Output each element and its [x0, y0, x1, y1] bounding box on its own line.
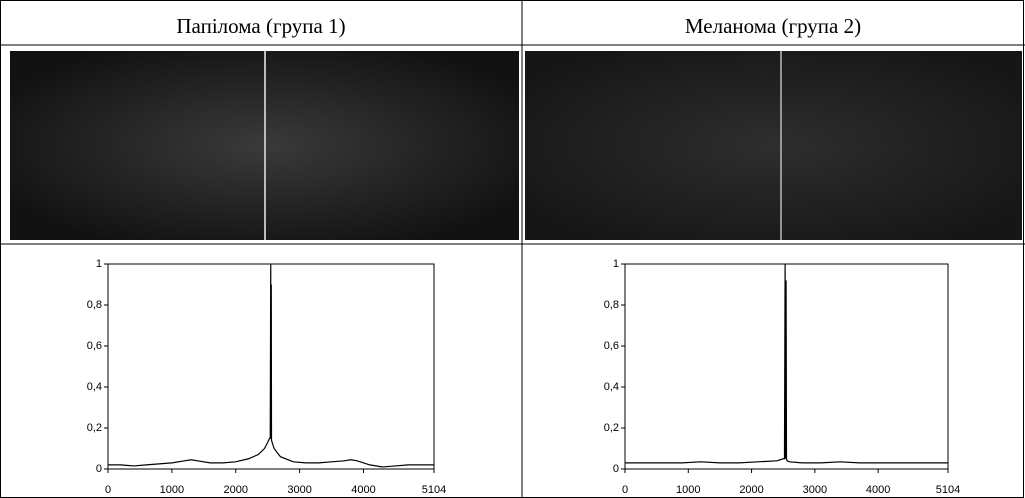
x-tick-label: 3000 [287, 484, 311, 496]
data-line [625, 263, 948, 464]
y-tick-label: 0,4 [604, 381, 619, 393]
y-tick-label: 0,2 [604, 422, 619, 434]
x-tick-label: 2000 [224, 484, 248, 496]
y-tick-label: 1 [613, 258, 619, 270]
x-tick-label: 1000 [160, 484, 184, 496]
data-line [108, 263, 434, 468]
x-tick-label: 5104 [936, 484, 960, 496]
column-title: Меланома (група 2) [685, 14, 861, 38]
y-tick-label: 0 [613, 463, 619, 475]
y-tick-label: 0,4 [87, 381, 102, 393]
y-tick-label: 1 [96, 258, 102, 270]
x-tick-label: 1000 [676, 484, 700, 496]
y-tick-label: 0,8 [604, 299, 619, 311]
x-tick-label: 0 [622, 484, 628, 496]
y-tick-label: 0,6 [604, 340, 619, 352]
column-title: Папілома (група 1) [176, 14, 345, 38]
y-tick-label: 0,2 [87, 422, 102, 434]
x-tick-label: 2000 [739, 484, 763, 496]
y-tick-label: 0,8 [87, 299, 102, 311]
x-tick-label: 5104 [422, 484, 446, 496]
spectrogram-image [525, 51, 1022, 240]
y-tick-label: 0 [96, 463, 102, 475]
x-tick-label: 4000 [351, 484, 375, 496]
y-tick-label: 0,6 [87, 340, 102, 352]
x-tick-label: 4000 [866, 484, 890, 496]
x-tick-label: 0 [105, 484, 111, 496]
x-tick-label: 3000 [803, 484, 827, 496]
